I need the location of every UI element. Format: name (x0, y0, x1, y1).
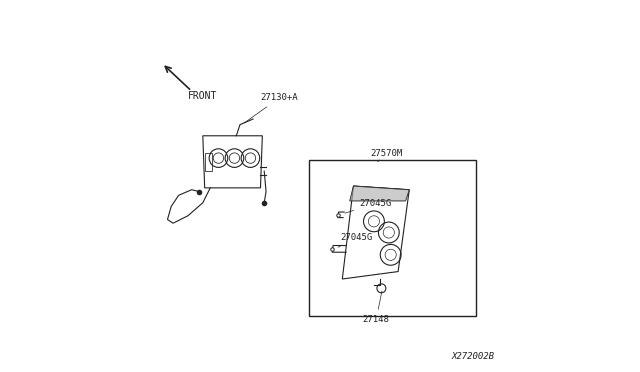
Text: 27045G: 27045G (345, 199, 391, 213)
Text: FRONT: FRONT (188, 91, 218, 101)
Polygon shape (349, 186, 410, 201)
Text: 27570M: 27570M (370, 149, 403, 158)
Text: X272002B: X272002B (452, 352, 495, 361)
Text: 27148: 27148 (363, 291, 390, 324)
Bar (309, 160, 476, 316)
Text: 27130+A: 27130+A (244, 93, 298, 123)
Text: 27045G: 27045G (338, 233, 372, 247)
